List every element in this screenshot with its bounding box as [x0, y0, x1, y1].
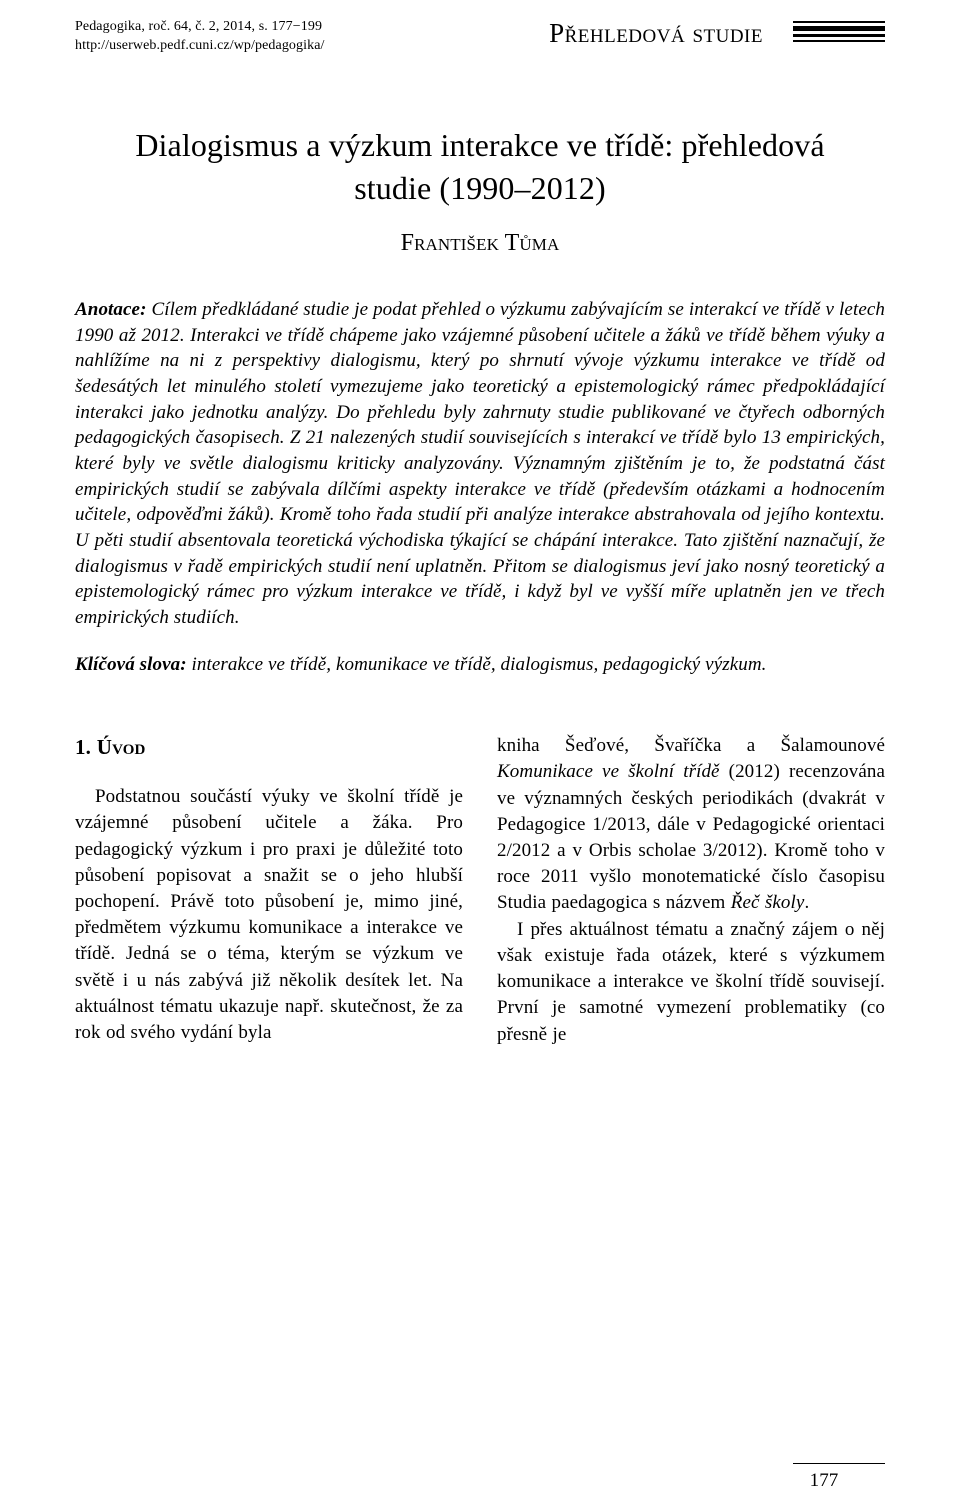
- body-columns: 1. Úvod Podstatnou součástí výuky ve ško…: [75, 733, 885, 1048]
- keywords: Klíčová slova: interakce ve třídě, komun…: [75, 652, 885, 678]
- citation-block: Pedagogika, roč. 64, č. 2, 2014, s. 177−…: [75, 18, 325, 56]
- left-column: 1. Úvod Podstatnou součástí výuky ve ško…: [75, 733, 463, 1048]
- citation-line-2: http://userweb.pedf.cuni.cz/wp/pedagogik…: [75, 37, 325, 56]
- keywords-lead: Klíčová slova:: [75, 654, 187, 675]
- body-left-paragraph: Podstatnou součástí výuky ve školní tříd…: [75, 784, 463, 1046]
- page-header: Pedagogika, roč. 64, č. 2, 2014, s. 177−…: [75, 18, 885, 56]
- body-right-post2: .: [804, 892, 809, 913]
- book-title-2: Řeč školy: [731, 892, 805, 913]
- body-right-paragraph-1: kniha Šeďové, Švaříčka a Šalamounové Kom…: [497, 733, 885, 917]
- abstract-lead: Anotace:: [75, 299, 147, 320]
- article-author: František Tůma: [75, 230, 885, 257]
- article-title: Dialogismus a výzkum interakce ve třídě:…: [135, 124, 825, 210]
- body-right-post1: (2012) recenzována ve významných českých…: [497, 761, 885, 913]
- body-right-paragraph-2: I přes aktuálnost tématu a značný zájem …: [497, 917, 885, 1048]
- right-column: kniha Šeďové, Švaříčka a Šalamounové Kom…: [497, 733, 885, 1048]
- abstract-text: Cílem předkládané studie je podat přehle…: [75, 299, 885, 628]
- citation-line-1: Pedagogika, roč. 64, č. 2, 2014, s. 177−…: [75, 18, 325, 37]
- header-bars-icon: [793, 18, 885, 42]
- body-right-pre: kniha Šeďové, Švaříčka a Šalamounové: [497, 735, 885, 756]
- page-footer: 177: [793, 1463, 885, 1493]
- keywords-text: interakce ve třídě, komunikace ve třídě,…: [187, 654, 767, 675]
- header-right: Přehledová studie: [549, 18, 885, 49]
- book-title-1: Komunikace ve školní třídě: [497, 761, 720, 782]
- page-number: 177: [793, 1470, 885, 1492]
- abstract: Anotace: Cílem předkládané studie je pod…: [75, 297, 885, 630]
- section-label: Přehledová studie: [549, 18, 763, 49]
- footer-rule: [793, 1463, 885, 1465]
- section-heading: 1. Úvod: [75, 733, 463, 762]
- page: Pedagogika, roč. 64, č. 2, 2014, s. 177−…: [0, 0, 960, 1512]
